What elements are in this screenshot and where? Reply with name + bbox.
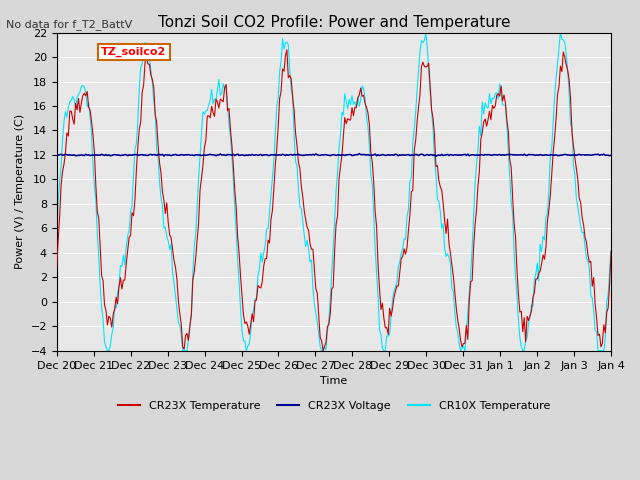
X-axis label: Time: Time bbox=[320, 376, 348, 386]
Text: TZ_soilco2: TZ_soilco2 bbox=[101, 47, 166, 57]
Y-axis label: Power (V) / Temperature (C): Power (V) / Temperature (C) bbox=[15, 114, 25, 269]
Legend: CR23X Temperature, CR23X Voltage, CR10X Temperature: CR23X Temperature, CR23X Voltage, CR10X … bbox=[113, 396, 554, 415]
Text: No data for f_T2_BattV: No data for f_T2_BattV bbox=[6, 19, 132, 30]
Title: Tonzi Soil CO2 Profile: Power and Temperature: Tonzi Soil CO2 Profile: Power and Temper… bbox=[157, 15, 510, 30]
